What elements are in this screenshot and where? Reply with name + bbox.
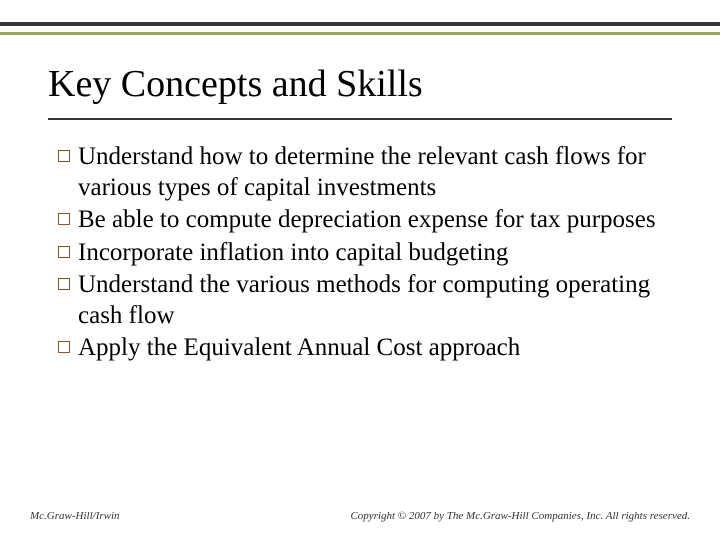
slide-title: Key Concepts and Skills <box>48 62 423 106</box>
footer-copyright: Copyright © 2007 by The Mc.Graw-Hill Com… <box>350 510 690 522</box>
checkbox-icon <box>58 246 70 258</box>
bullet-text: Apply the Equivalent Annual Cost approac… <box>78 333 520 364</box>
top-rule-dark <box>0 22 720 26</box>
checkbox-icon <box>58 278 70 290</box>
bullet-list: Understand how to determine the relevant… <box>58 142 666 366</box>
title-underline <box>48 118 672 120</box>
list-item: Be able to compute depreciation expense … <box>58 205 666 236</box>
list-item: Apply the Equivalent Annual Cost approac… <box>58 333 666 364</box>
checkbox-icon <box>58 341 70 353</box>
top-rule-green <box>0 32 720 35</box>
bullet-text: Understand the various methods for compu… <box>78 270 666 331</box>
list-item: Incorporate inflation into capital budge… <box>58 238 666 269</box>
list-item: Understand the various methods for compu… <box>58 270 666 331</box>
list-item: Understand how to determine the relevant… <box>58 142 666 203</box>
checkbox-icon <box>58 150 70 162</box>
bullet-text: Be able to compute depreciation expense … <box>78 205 656 236</box>
checkbox-icon <box>58 213 70 225</box>
bullet-text: Understand how to determine the relevant… <box>78 142 666 203</box>
bullet-text: Incorporate inflation into capital budge… <box>78 238 508 269</box>
footer-publisher: Mc.Graw-Hill/Irwin <box>30 510 120 522</box>
